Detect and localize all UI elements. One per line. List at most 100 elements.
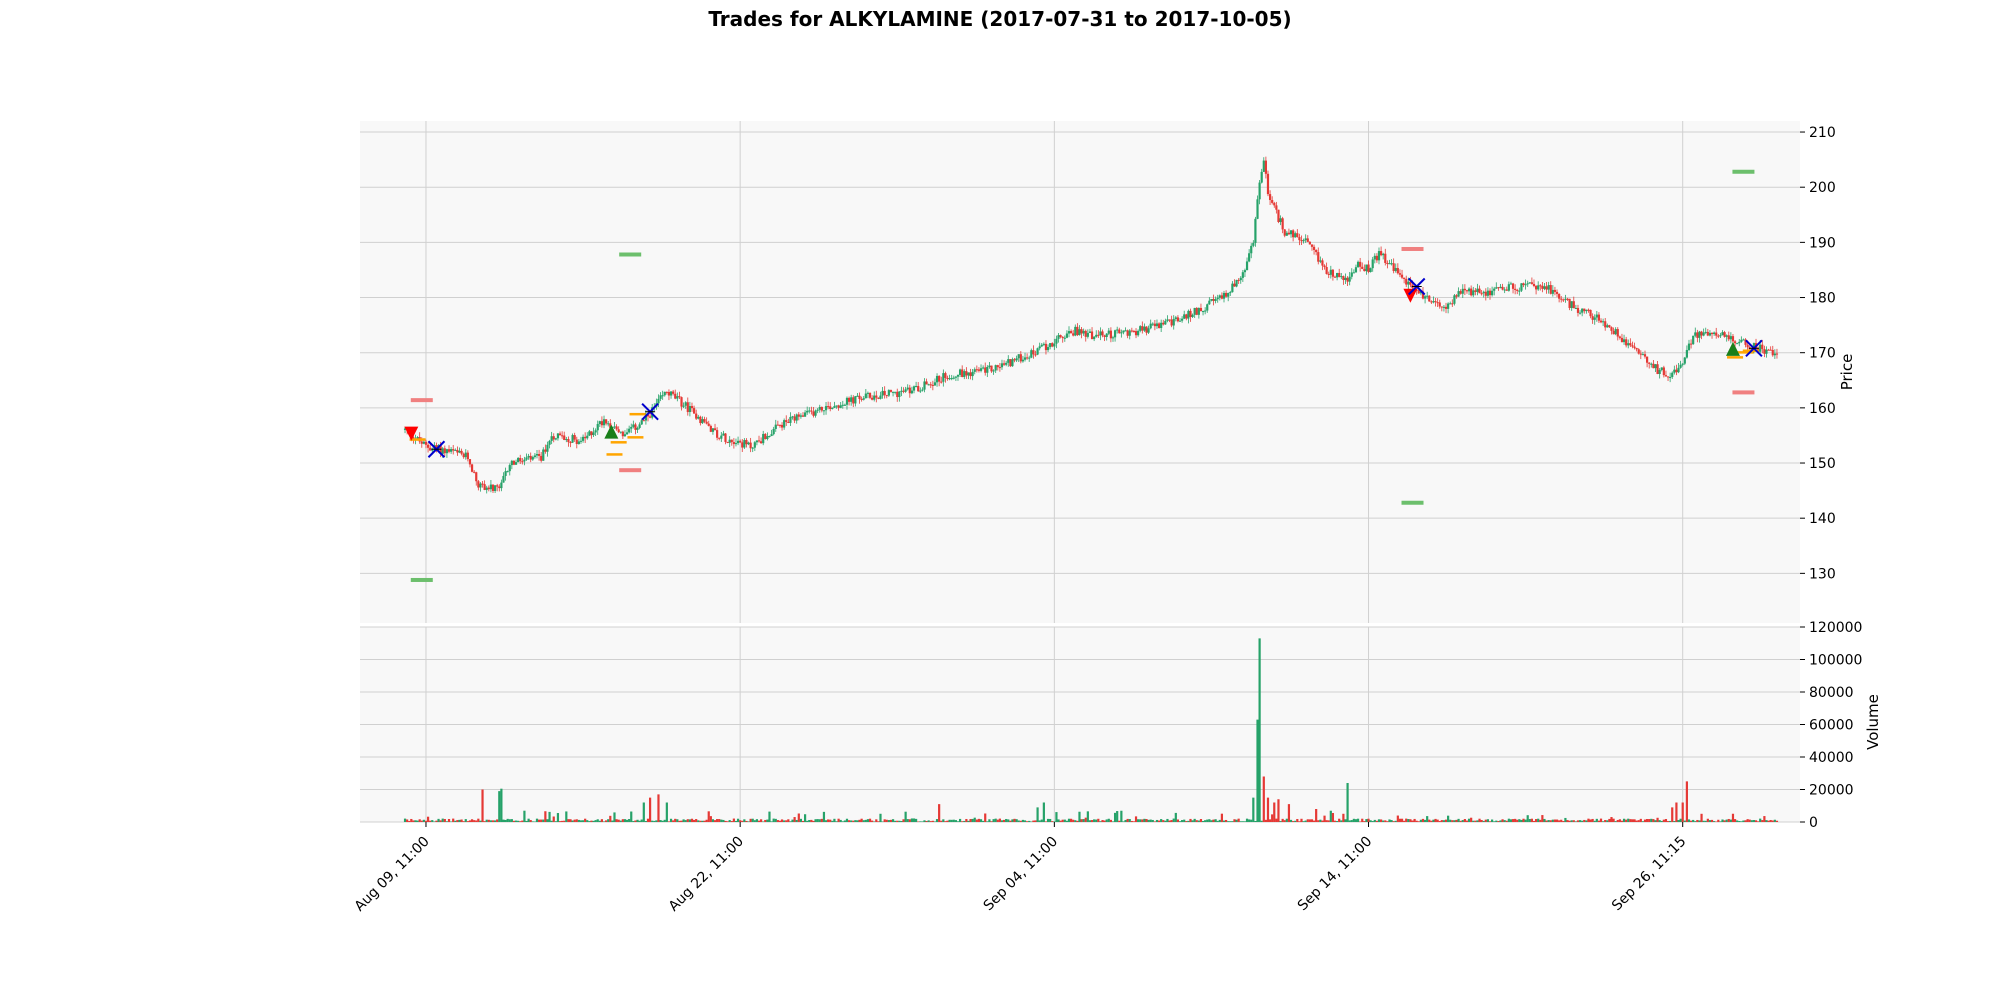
- candle-body: [575, 439, 578, 444]
- volume-bar: [1151, 819, 1154, 822]
- volume-bar: [456, 820, 459, 822]
- volume-bar: [803, 814, 807, 822]
- candle-body: [711, 428, 715, 432]
- price-tick-label: 180: [1809, 291, 1836, 307]
- candle-body: [1620, 337, 1624, 343]
- candle-body: [1312, 246, 1316, 250]
- candle-body: [1574, 307, 1577, 309]
- candle-body: [1681, 363, 1684, 365]
- candle-body: [969, 372, 972, 377]
- volume-bar: [1340, 820, 1343, 822]
- volume-bar: [1555, 819, 1559, 822]
- volume-bar: [1292, 821, 1295, 822]
- candle-body: [722, 433, 725, 436]
- volume-bar: [550, 820, 553, 822]
- volume-bar: [1757, 821, 1760, 822]
- candle-body: [1497, 287, 1500, 289]
- volume-bar: [707, 811, 710, 822]
- volume-bar: [1595, 818, 1598, 822]
- volume-bar: [1245, 818, 1249, 822]
- volume-bar: [697, 820, 700, 822]
- stop-loss-level: [619, 468, 642, 473]
- candle-body: [1430, 301, 1433, 303]
- candle-body: [883, 390, 886, 396]
- candle-body: [1015, 358, 1018, 361]
- volume-bar: [923, 820, 926, 822]
- volume-bar: [812, 820, 815, 822]
- volume-bar: [1488, 821, 1492, 822]
- volume-bar: [573, 819, 576, 822]
- volume-bar: [1610, 817, 1613, 822]
- candle-body: [1444, 306, 1448, 309]
- candle-body: [1317, 252, 1320, 262]
- volume-bar: [1666, 821, 1670, 822]
- volume-tick-label: 20000: [1809, 783, 1854, 799]
- volume-bar: [1444, 819, 1448, 822]
- candle-body: [1059, 335, 1062, 337]
- candle-body: [1275, 205, 1278, 210]
- candle-body: [1344, 277, 1347, 281]
- candle-body: [510, 460, 513, 466]
- candle-body: [776, 424, 779, 426]
- volume-bar: [1495, 820, 1498, 822]
- volume-bar: [1002, 819, 1006, 822]
- x-tick-label: Aug 09, 11:00: [352, 834, 433, 915]
- volume-bar: [1417, 821, 1420, 822]
- candle-body: [1419, 291, 1422, 294]
- volume-bar: [651, 820, 654, 822]
- candle-body: [617, 429, 620, 433]
- candle-body: [470, 464, 474, 472]
- volume-bar: [473, 820, 476, 822]
- candle-body: [531, 457, 534, 460]
- volume-bar: [1771, 820, 1774, 822]
- volume-bar: [586, 820, 589, 822]
- candle-body: [1377, 251, 1381, 261]
- candle-body: [602, 419, 606, 426]
- candle-body: [615, 426, 618, 430]
- volume-bar: [856, 820, 859, 822]
- volume-bar: [944, 821, 947, 822]
- candle-body: [898, 391, 901, 398]
- volume-bar: [814, 819, 817, 822]
- candle-body: [1645, 356, 1649, 363]
- candle-body: [1218, 295, 1221, 298]
- candle-body: [935, 375, 939, 383]
- candle-body: [1046, 347, 1050, 351]
- candle-body: [1524, 284, 1527, 286]
- candle-body: [1122, 330, 1125, 333]
- candle-body: [1539, 285, 1542, 287]
- volume-bar: [743, 819, 746, 822]
- volume-bar: [764, 819, 767, 822]
- volume-bar: [1017, 820, 1020, 822]
- candle-body: [533, 455, 536, 458]
- volume-bar: [1654, 820, 1657, 822]
- candle-body: [751, 447, 754, 449]
- candle-body: [527, 455, 530, 458]
- candle-body: [1449, 303, 1452, 305]
- volume-bar: [1315, 809, 1318, 822]
- volume-bar: [1551, 819, 1554, 822]
- volume-bar: [709, 816, 712, 822]
- volume-bar: [1484, 819, 1487, 822]
- candle-body: [1597, 314, 1601, 321]
- volume-bar: [1116, 811, 1119, 822]
- volume-bar: [1141, 819, 1144, 822]
- candle-body: [686, 402, 689, 413]
- candle-body: [569, 442, 572, 444]
- candle-body: [1375, 255, 1379, 261]
- volume-bar: [1700, 813, 1703, 822]
- volume-bar: [1656, 817, 1659, 822]
- volume-bar: [749, 818, 752, 822]
- volume-bar: [1323, 815, 1326, 822]
- order-marker: [409, 438, 426, 441]
- candle-body: [764, 433, 767, 440]
- volume-bar: [611, 820, 614, 822]
- candle-body: [915, 385, 918, 387]
- volume-bar: [1394, 820, 1397, 822]
- volume-bar: [1101, 820, 1104, 822]
- volume-bar: [1476, 820, 1479, 822]
- volume-bar: [1455, 819, 1458, 822]
- volume-bar: [577, 819, 580, 822]
- candle-body: [1279, 218, 1282, 222]
- candle-body: [862, 398, 865, 400]
